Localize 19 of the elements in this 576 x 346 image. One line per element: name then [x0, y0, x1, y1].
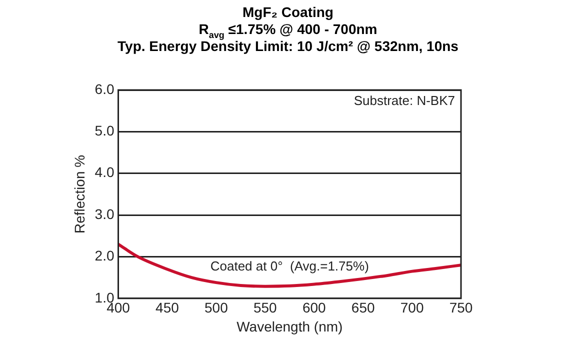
annotation: Substrate: N-BK7	[354, 93, 455, 108]
x-tick-label: 500	[204, 300, 228, 316]
x-axis-title: Wavelength (nm)	[236, 318, 343, 334]
x-tick-label: 750	[449, 300, 473, 316]
x-tick-label: 550	[253, 300, 278, 316]
y-tick-label: 3.0	[94, 206, 114, 222]
y-tick-label: 4.0	[94, 164, 114, 180]
y-tick-label: 5.0	[94, 122, 114, 139]
x-tick-label: 650	[351, 300, 375, 316]
y-axis-title: Reflection %	[71, 154, 88, 234]
x-tick-label: 600	[302, 300, 326, 316]
y-tick-label: 2.0	[94, 248, 114, 264]
x-tick-label: 450	[156, 300, 180, 316]
x-tick-label: 700	[400, 300, 424, 316]
chart-subtitle: R$_{avg}$ ≤1.75% @ 400 - 700nm Typ. Energy Density Limit: 10 J/cm² @ 532nm, 10ns	[116, 21, 460, 55]
line-series	[118, 242, 461, 288]
y-tick-label: 6.0	[94, 80, 114, 97]
annotation: Coated at 0° (Avg.=1.75%)	[210, 258, 369, 274]
chart-title: MgF₂ Coating	[242, 4, 334, 21]
